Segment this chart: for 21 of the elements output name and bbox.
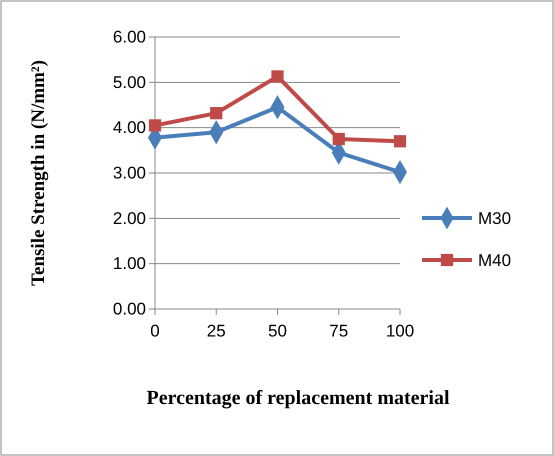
x-tick-label: 50 [268,322,287,341]
x-tick-label: 0 [150,322,160,341]
x-axis-title: Percentage of replacement material [146,387,450,409]
point [210,107,222,120]
x-tick-label: 100 [386,322,414,341]
x-tick-label: 25 [206,322,226,341]
y-tick-label: 4.00 [112,118,146,138]
y-tick-label: 0.00 [112,299,146,318]
point [394,135,406,148]
point [332,132,345,146]
point [271,70,284,83]
y-tick-label: 5.00 [112,72,146,92]
x-tick-label: 75 [329,322,348,341]
y-tick-label: 3.00 [112,163,146,182]
y-tick-label: 2.00 [112,208,146,228]
point [148,119,162,132]
legend-label: M40 [478,250,512,270]
y-tick-label: 1.00 [112,254,146,274]
y-axis-title: Tensile Strength in (N/mm²) [28,60,49,286]
y-tick-label: 6.00 [112,27,146,46]
legend-label: M30 [478,208,512,228]
